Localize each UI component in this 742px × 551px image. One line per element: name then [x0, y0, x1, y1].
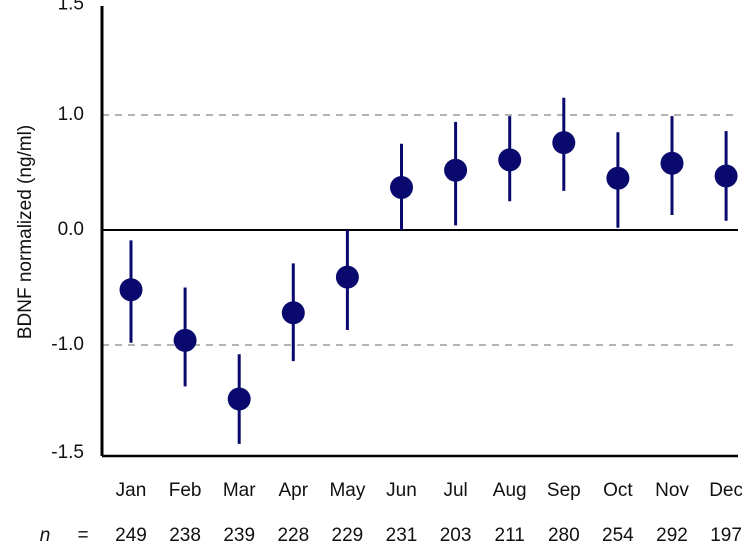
- n-value: 280: [548, 525, 580, 546]
- error-bars: [129, 97, 728, 444]
- sample-size-row: n = 249 238 239 228 229 231 203 211 280 254 292 197: [40, 525, 742, 546]
- data-point-feb: [173, 328, 197, 352]
- n-label: n: [40, 525, 51, 546]
- data-point-mar: [227, 387, 251, 411]
- y-tick-label: 1.0: [58, 104, 84, 125]
- x-tick-labels: Jan Feb Mar Apr May Jun Jul Aug Sep Oct Nov Dec: [116, 480, 742, 501]
- data-point-dec: [714, 164, 738, 188]
- y-tick-label: -1.0: [51, 334, 84, 355]
- n-equals-sign: =: [77, 525, 88, 546]
- n-value: 203: [440, 525, 472, 546]
- data-point-jan: [119, 278, 143, 302]
- y-tick-label: 1.5: [58, 0, 84, 15]
- n-value: 292: [656, 525, 688, 546]
- markers: [119, 131, 738, 411]
- data-point-jun: [390, 175, 413, 199]
- y-tick-label: 0.0: [58, 219, 84, 240]
- x-tick-label: Nov: [655, 480, 689, 501]
- y-axis-label: BDNF normalized (ng/ml): [15, 125, 36, 339]
- x-tick-label: Apr: [279, 480, 309, 501]
- data-point-nov: [660, 151, 684, 175]
- x-tick-label: Jul: [443, 480, 467, 501]
- n-value: 197: [710, 525, 742, 546]
- y-tick-labels: 1.5 1.0 0.0 -1.0 -1.5: [51, 0, 84, 463]
- data-point-sep: [552, 131, 576, 155]
- x-tick-label: Aug: [493, 480, 527, 501]
- n-value: 229: [332, 525, 364, 546]
- axes: [100, 6, 738, 458]
- data-point-jul: [444, 158, 468, 182]
- n-value: 254: [602, 525, 634, 546]
- n-value: 211: [495, 525, 525, 546]
- data-point-aug: [498, 148, 522, 172]
- data-point-may: [335, 265, 359, 289]
- x-tick-label: May: [329, 480, 365, 501]
- data-point-oct: [606, 166, 630, 190]
- x-tick-label: Jan: [116, 480, 147, 501]
- x-tick-label: Jun: [386, 480, 417, 501]
- n-value: 228: [277, 525, 309, 546]
- n-value: 231: [386, 525, 418, 546]
- n-value: 249: [115, 525, 147, 546]
- x-tick-label: Mar: [223, 480, 256, 501]
- y-tick-label: -1.5: [51, 442, 84, 463]
- x-tick-label: Dec: [709, 480, 742, 501]
- n-value: 238: [169, 525, 201, 546]
- x-tick-label: Oct: [603, 480, 633, 501]
- x-tick-label: Sep: [547, 480, 581, 501]
- data-point-apr: [281, 301, 305, 325]
- n-value: 239: [223, 525, 255, 546]
- reference-lines: [102, 114, 738, 346]
- x-tick-label: Feb: [169, 480, 202, 501]
